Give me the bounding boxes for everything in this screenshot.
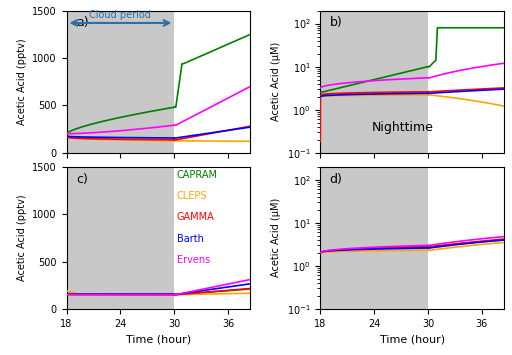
Text: Cloud period: Cloud period	[90, 10, 152, 20]
X-axis label: Time (hour): Time (hour)	[126, 334, 191, 344]
Bar	[321, 167, 428, 309]
Bar	[67, 167, 174, 309]
Y-axis label: Acetic Acid (pptv): Acetic Acid (pptv)	[17, 38, 27, 125]
X-axis label: Time (hour): Time (hour)	[380, 334, 445, 344]
Text: Ervens: Ervens	[177, 255, 210, 265]
Y-axis label: Acetic Acid (μM): Acetic Acid (μM)	[271, 42, 281, 121]
Text: a): a)	[76, 16, 89, 29]
Text: d): d)	[330, 173, 343, 186]
Bar	[67, 11, 174, 153]
Text: CLEPS: CLEPS	[177, 191, 207, 201]
Y-axis label: Acetic Acid (μM): Acetic Acid (μM)	[271, 198, 281, 278]
Text: b): b)	[330, 16, 343, 29]
Text: Barth: Barth	[177, 234, 204, 244]
Text: GAMMA: GAMMA	[177, 212, 215, 222]
Text: CAPRAM: CAPRAM	[177, 170, 218, 180]
Text: c): c)	[76, 173, 88, 186]
Bar	[321, 11, 428, 153]
Y-axis label: Acetic Acid (pptv): Acetic Acid (pptv)	[17, 195, 27, 281]
Text: Nighttime: Nighttime	[372, 121, 434, 134]
